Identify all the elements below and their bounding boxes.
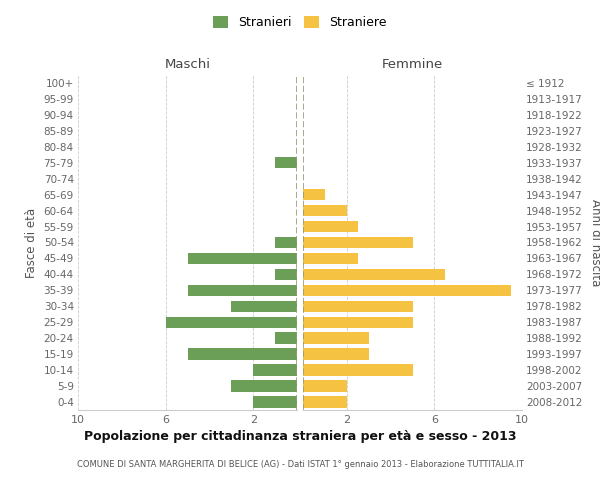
Bar [253, 396, 297, 408]
Legend: Stranieri, Straniere: Stranieri, Straniere [208, 11, 392, 34]
Bar [303, 284, 511, 296]
Bar [275, 157, 297, 168]
Text: Popolazione per cittadinanza straniera per età e sesso - 2013: Popolazione per cittadinanza straniera p… [84, 430, 516, 443]
Bar [275, 268, 297, 280]
Bar [303, 268, 445, 280]
Bar [303, 364, 413, 376]
Bar [303, 380, 347, 392]
Y-axis label: Anni di nascita: Anni di nascita [589, 199, 600, 286]
Bar [303, 348, 368, 360]
Bar [232, 300, 297, 312]
Bar [187, 252, 297, 264]
Bar [275, 237, 297, 248]
Bar [232, 380, 297, 392]
Bar [303, 205, 347, 216]
Title: Maschi: Maschi [164, 58, 211, 71]
Bar [303, 332, 368, 344]
Bar [303, 237, 413, 248]
Bar [303, 252, 358, 264]
Bar [303, 396, 347, 408]
Bar [253, 364, 297, 376]
Bar [187, 284, 297, 296]
Text: COMUNE DI SANTA MARGHERITA DI BELICE (AG) - Dati ISTAT 1° gennaio 2013 - Elabora: COMUNE DI SANTA MARGHERITA DI BELICE (AG… [77, 460, 523, 469]
Bar [303, 221, 358, 232]
Title: Femmine: Femmine [382, 58, 443, 71]
Bar [303, 189, 325, 200]
Bar [166, 316, 297, 328]
Y-axis label: Fasce di età: Fasce di età [25, 208, 38, 278]
Bar [303, 316, 413, 328]
Bar [275, 332, 297, 344]
Bar [187, 348, 297, 360]
Bar [303, 300, 413, 312]
